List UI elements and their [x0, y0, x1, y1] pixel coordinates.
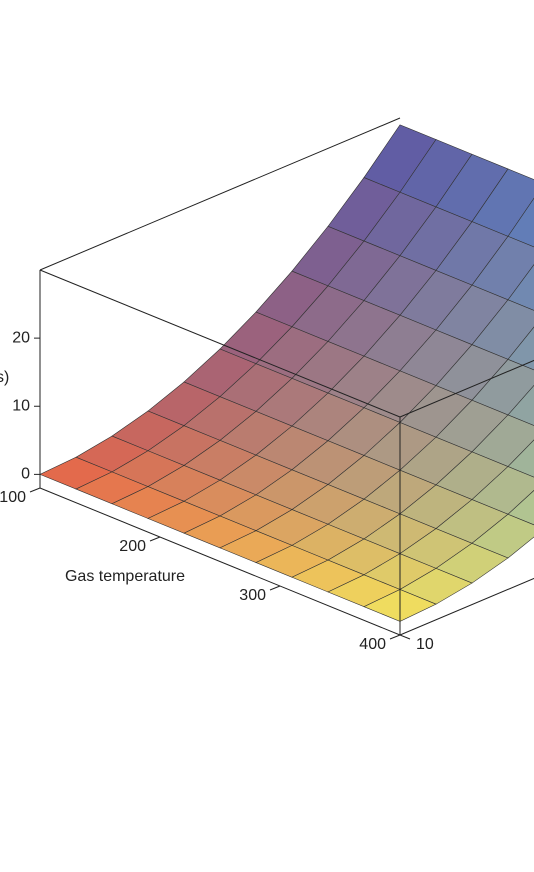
- z-axis-label: s): [0, 369, 9, 386]
- x-tick: [149, 536, 161, 542]
- box-edge: [399, 359, 534, 418]
- x-tick: [389, 634, 401, 640]
- x-tick-label: 300: [239, 587, 266, 604]
- z-tick-label: 10: [12, 397, 30, 414]
- y-tick: [399, 634, 411, 640]
- y-tick-label: 10: [416, 636, 434, 653]
- box-edge: [39, 269, 401, 418]
- box-edge: [399, 577, 534, 636]
- x-tick-label: 100: [0, 489, 26, 506]
- x-tick-label: 400: [359, 636, 386, 653]
- z-tick-label: 0: [21, 466, 30, 483]
- box-edge: [39, 487, 401, 636]
- x-axis-label: Gas temperature: [65, 568, 185, 585]
- x-tick: [29, 487, 41, 493]
- z-tick-label: 20: [12, 329, 30, 346]
- x-tick-label: 200: [119, 538, 146, 555]
- x-tick: [269, 585, 281, 591]
- box-edge: [39, 117, 401, 271]
